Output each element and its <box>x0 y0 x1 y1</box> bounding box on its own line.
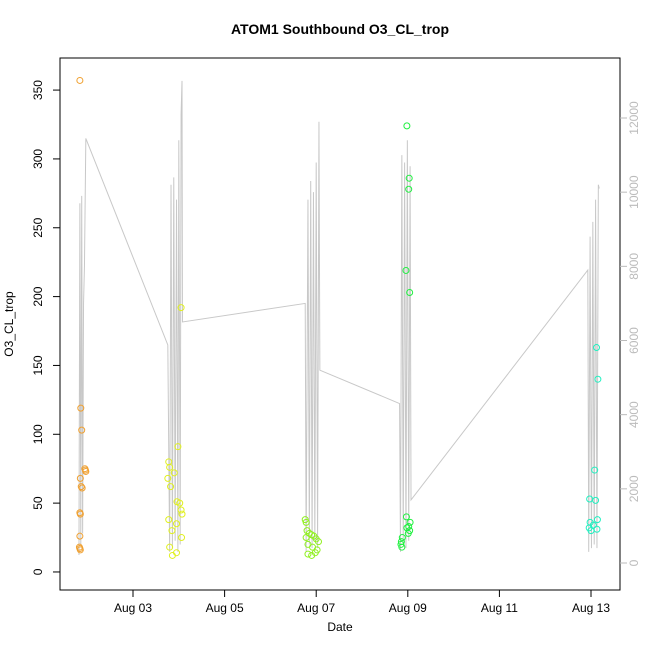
point <box>164 474 172 482</box>
x-tick-label: Aug 11 <box>481 601 518 615</box>
point <box>82 467 90 475</box>
point <box>398 534 406 542</box>
point <box>167 483 175 491</box>
point <box>592 496 600 504</box>
y-axis-label: O3_CL_trop <box>2 291 16 357</box>
point <box>166 543 174 551</box>
point <box>78 484 86 492</box>
point <box>176 499 184 507</box>
y-tick-label: 0 <box>31 568 45 575</box>
point <box>77 483 85 491</box>
point <box>405 185 413 193</box>
point <box>593 344 601 352</box>
point <box>177 506 185 514</box>
point <box>593 516 601 524</box>
point <box>166 463 174 471</box>
point <box>404 529 412 537</box>
plot-box <box>59 57 621 591</box>
point <box>170 469 178 477</box>
y2-tick-label: 2000 <box>627 475 641 502</box>
y-tick-label: 250 <box>31 217 45 237</box>
point <box>314 538 322 546</box>
y2-tick-label: 12000 <box>627 101 641 135</box>
x-axis-label: Date <box>327 620 353 634</box>
point <box>76 76 84 84</box>
point <box>174 443 182 451</box>
point <box>76 532 84 540</box>
x-tick-label: Aug 05 <box>206 601 244 615</box>
point <box>165 516 173 524</box>
point <box>308 551 316 559</box>
point <box>405 523 413 531</box>
point <box>77 404 85 412</box>
y-tick-label: 300 <box>31 149 45 169</box>
point <box>402 266 410 274</box>
x-tick-label: Aug 03 <box>114 601 152 615</box>
point <box>168 527 176 535</box>
point <box>178 510 186 518</box>
point <box>403 122 411 130</box>
point <box>402 513 410 521</box>
y2-tick-label: 6000 <box>627 327 641 354</box>
y-tick-label: 150 <box>31 355 45 375</box>
point <box>398 543 406 551</box>
point <box>587 527 595 535</box>
point <box>591 466 599 474</box>
point <box>76 510 84 518</box>
point <box>302 534 310 542</box>
point <box>406 518 414 526</box>
x-tick-label: Aug 13 <box>572 601 610 615</box>
point <box>76 474 84 482</box>
point <box>177 304 185 312</box>
point <box>405 174 413 182</box>
y2-tick-label: 8000 <box>627 253 641 280</box>
point <box>302 518 310 526</box>
point <box>594 375 602 383</box>
point <box>173 520 181 528</box>
point <box>168 551 176 559</box>
x-tick-label: Aug 07 <box>297 601 335 615</box>
x-tick-label: Aug 09 <box>389 601 427 615</box>
y2-tick-label: 10000 <box>627 175 641 209</box>
y2-tick-label: 0 <box>627 559 641 566</box>
y-tick-label: 100 <box>31 424 45 444</box>
chart-title: ATOM1 Southbound O3_CL_trop <box>231 21 449 37</box>
y-tick-label: 50 <box>31 496 45 510</box>
point <box>406 288 414 296</box>
point <box>304 550 312 558</box>
point <box>78 426 86 434</box>
y-tick-label: 350 <box>31 80 45 100</box>
point <box>178 534 186 542</box>
y-tick-label: 200 <box>31 286 45 306</box>
y2-tick-label: 4000 <box>627 401 641 428</box>
point <box>76 546 84 554</box>
altitude-line <box>78 80 600 555</box>
